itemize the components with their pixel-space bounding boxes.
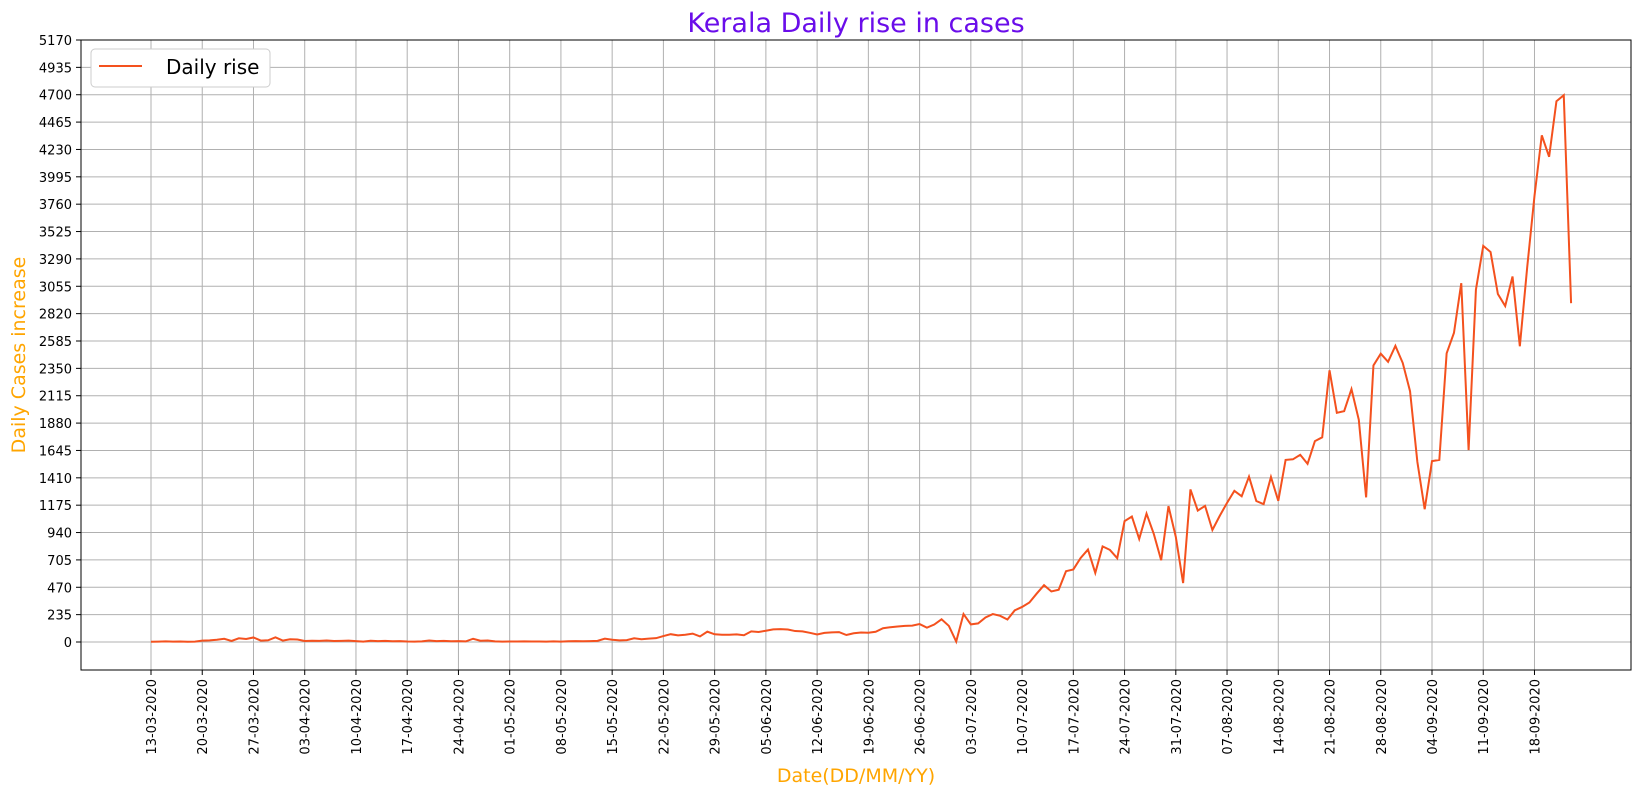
y-tick-label: 4465: [39, 116, 72, 131]
y-tick-label: 2820: [39, 308, 72, 323]
x-tick-label: 17-04-2020: [401, 679, 416, 755]
y-tick-label: 3995: [39, 171, 72, 186]
x-tick-label: 04-09-2020: [1426, 679, 1441, 755]
y-tick-label: 1880: [39, 417, 72, 432]
x-tick-label: 26-06-2020: [914, 679, 929, 755]
x-axis-ticks: 13-03-2020 20-03-2020 27-03-2020 03-04-2020…: [145, 670, 1543, 755]
x-tick-label: 12-06-2020: [811, 679, 826, 755]
y-tick-label: 705: [47, 554, 72, 569]
legend: Daily rise: [90, 48, 271, 88]
x-tick-label: 28-08-2020: [1375, 679, 1390, 755]
y-tick-label: 0: [64, 636, 72, 651]
y-axis-label: Daily Cases increase: [8, 257, 30, 454]
y-tick-label: 1410: [39, 472, 72, 487]
x-tick-label: 01-05-2020: [504, 679, 519, 755]
chart-title: Kerala Daily rise in cases: [687, 8, 1024, 39]
x-tick-label: 17-07-2020: [1067, 679, 1082, 755]
y-tick-label: 2350: [39, 362, 72, 377]
legend-box: [90, 48, 271, 88]
y-tick-label: 5170: [39, 34, 72, 49]
y-tick-label: 1645: [39, 444, 72, 459]
y-tick-label: 235: [47, 609, 72, 624]
x-tick-label: 15-05-2020: [606, 679, 621, 755]
x-tick-label: 24-04-2020: [452, 679, 467, 755]
series-line-daily-rise: [150, 93, 1573, 645]
y-tick-label: 940: [47, 527, 72, 542]
x-tick-label: 19-06-2020: [862, 679, 877, 755]
x-tick-label: 27-03-2020: [247, 679, 262, 755]
plot-frame: [80, 39, 1632, 671]
x-tick-label: 08-05-2020: [555, 679, 570, 755]
x-tick-label: 03-07-2020: [965, 679, 980, 755]
y-tick-label: 3525: [39, 226, 72, 241]
y-tick-label: 4230: [39, 143, 72, 158]
x-tick-label: 24-07-2020: [1119, 679, 1134, 755]
x-tick-label: 20-03-2020: [196, 679, 211, 755]
x-tick-label: 10-04-2020: [350, 679, 365, 755]
y-tick-label: 1175: [39, 499, 72, 514]
y-tick-label: 2585: [39, 335, 72, 350]
x-tick-label: 29-05-2020: [709, 679, 724, 755]
y-tick-label: 4700: [39, 89, 72, 104]
y-tick-label: 3055: [39, 280, 72, 295]
y-tick-label: 3290: [39, 253, 72, 268]
x-tick-label: 21-08-2020: [1324, 679, 1339, 755]
x-tick-label: 03-04-2020: [299, 679, 314, 755]
x-tick-label: 05-06-2020: [760, 679, 775, 755]
x-tick-label: 22-05-2020: [657, 679, 672, 755]
legend-label-daily-rise: Daily rise: [166, 55, 259, 79]
y-tick-label: 2115: [39, 390, 72, 405]
y-tick-label: 3760: [39, 198, 72, 213]
x-tick-label: 31-07-2020: [1170, 679, 1185, 755]
x-tick-label: 10-07-2020: [1016, 679, 1031, 755]
x-axis-label: Date(DD/MM/YY): [777, 765, 935, 787]
x-tick-label: 11-09-2020: [1477, 679, 1492, 755]
y-axis-ticks: 0 235 470 705 940 1175 1410 1645 1880 2115 2350 258…: [39, 34, 81, 651]
x-tick-label: 13-03-2020: [145, 679, 160, 755]
x-tick-label: 07-08-2020: [1221, 679, 1236, 755]
x-tick-label: 18-09-2020: [1528, 679, 1543, 755]
x-tick-label: 14-08-2020: [1272, 679, 1287, 755]
y-tick-label: 4935: [39, 61, 72, 76]
y-tick-label: 470: [47, 581, 72, 596]
